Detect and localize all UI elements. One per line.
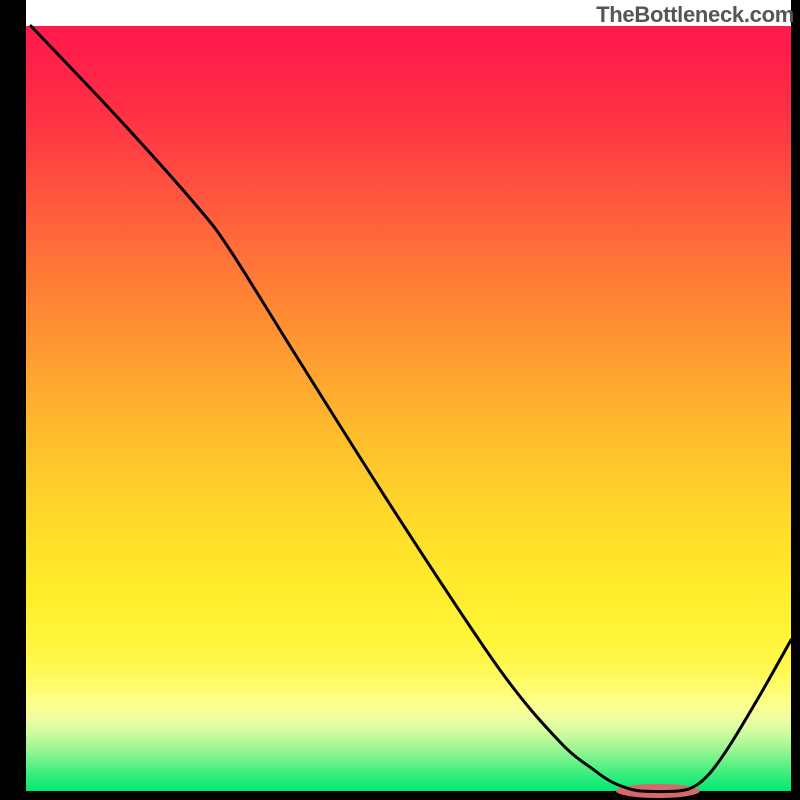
chart-container: TheBottleneck.com bbox=[0, 0, 800, 800]
bottleneck-chart bbox=[0, 0, 800, 800]
watermark-label: TheBottleneck.com bbox=[596, 2, 794, 28]
